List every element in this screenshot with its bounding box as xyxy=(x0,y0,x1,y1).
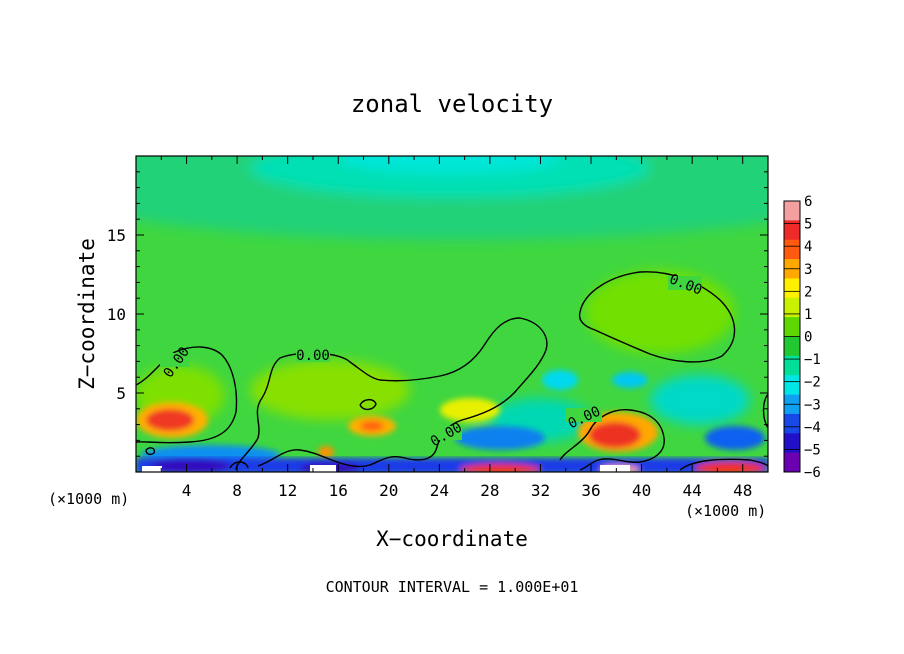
colorbar-swatch xyxy=(784,220,800,241)
x-tick-label: 28 xyxy=(480,481,499,500)
colorbar-label: 3 xyxy=(804,262,812,278)
colorbar-swatch xyxy=(784,452,800,473)
colorbar-label: 0 xyxy=(804,330,812,346)
colorbar-label: 4 xyxy=(804,239,812,255)
x-unit-right: (×1000 m) xyxy=(685,502,766,520)
x-tick-label: 48 xyxy=(733,481,752,500)
colorbar-swatch xyxy=(784,278,800,299)
colorbar-label: 1 xyxy=(804,307,812,323)
y-axis-ticks xyxy=(136,171,768,457)
cyan-right-band xyxy=(650,375,750,425)
contour-label-bg-4 xyxy=(428,426,462,440)
colorbar-swatch xyxy=(784,375,800,396)
colorbar-label: −3 xyxy=(804,397,821,413)
x-tick-label: 40 xyxy=(632,481,651,500)
colorbar-swatch xyxy=(784,433,800,454)
contour-labels: 0.00 0.00 0.00 0.00 0.00 xyxy=(160,271,704,450)
colorbar-swatch xyxy=(784,413,800,434)
colorbar xyxy=(783,200,801,473)
blue-patch-right xyxy=(705,426,765,450)
contour-right-edge xyxy=(762,393,768,429)
contour-small-1 xyxy=(359,398,377,411)
colorbar-swatch xyxy=(784,355,800,376)
bottom-white-mid xyxy=(310,465,336,472)
colorbar-label: −5 xyxy=(804,442,821,458)
contour-small-2 xyxy=(145,447,156,456)
colorbar-label: −4 xyxy=(804,420,821,436)
colorbar-label: 6 xyxy=(804,194,812,210)
colorbar-swatch xyxy=(784,297,800,318)
x-tick-label: 32 xyxy=(531,481,550,500)
colorbar-label: −1 xyxy=(804,352,821,368)
top-cyan-core xyxy=(250,156,650,198)
zero-contours xyxy=(136,271,768,471)
red-mid xyxy=(360,421,384,431)
bottom-red-right xyxy=(695,462,765,472)
bottom-white-right xyxy=(600,465,630,472)
mid-green-lobe xyxy=(250,360,410,420)
right-upper-green xyxy=(585,270,735,354)
colorbar-swatch xyxy=(784,336,800,357)
y-tick-label: 15 xyxy=(107,226,126,245)
contour-mid xyxy=(235,317,548,471)
contour-label-bg-3 xyxy=(160,353,190,367)
colorbar-label: −6 xyxy=(804,465,821,481)
y-tick-label: 10 xyxy=(107,305,126,324)
chart-title: zonal velocity xyxy=(351,90,553,118)
contour-right-low xyxy=(559,409,665,471)
colorbar-swatch xyxy=(784,317,800,337)
bottom-dark-left xyxy=(150,459,230,472)
cyan-patch-2 xyxy=(612,372,648,388)
colorbar-label: 2 xyxy=(804,284,812,300)
yellow-ridge xyxy=(440,398,500,422)
colorbar-swatch xyxy=(784,239,800,260)
contour-small-3 xyxy=(229,461,249,469)
x-tick-label: 36 xyxy=(581,481,600,500)
x-axis-ticks xyxy=(160,156,744,472)
colorbar-label: −2 xyxy=(804,375,821,391)
x-tick-label: 8 xyxy=(232,481,242,500)
colorbar-swatch xyxy=(784,201,800,221)
x-tick-label: 16 xyxy=(329,481,348,500)
heatmap-field xyxy=(136,156,768,472)
red-left xyxy=(146,409,194,431)
x-unit-left: (×1000 m) xyxy=(48,490,129,508)
contour-label-bg-5 xyxy=(566,408,602,422)
x-axis-tick-labels: 4 8 12 16 20 24 28 32 36 40 44 48 xyxy=(182,481,753,500)
x-tick-label: 12 xyxy=(278,481,297,500)
contour-label-1: 0.00 xyxy=(296,348,330,364)
contour-label-bg-2 xyxy=(668,276,702,290)
x-tick-label: 24 xyxy=(430,481,449,500)
colorbar-labels: 6 5 4 3 2 1 0 −1 −2 −3 −4 −5 −6 xyxy=(804,194,821,481)
contour-bottom-right xyxy=(679,458,768,471)
top-cyan-peak xyxy=(340,156,560,174)
contour-right-top xyxy=(578,271,736,363)
colorbar-label: 5 xyxy=(804,217,812,233)
x-tick-label: 4 xyxy=(182,481,192,500)
yellow-small xyxy=(318,446,334,458)
y-axis-label: Z−coordinate xyxy=(75,238,99,390)
contour-label-bg-1 xyxy=(296,348,330,362)
y-axis-tick-labels: 5 10 15 xyxy=(107,226,126,403)
bottom-red-mid xyxy=(460,464,540,472)
blue-patch-mid xyxy=(455,426,545,450)
red-right xyxy=(589,422,641,448)
y-tick-label: 5 xyxy=(116,384,126,403)
x-axis-label: X−coordinate xyxy=(376,527,528,551)
x-tick-label: 20 xyxy=(379,481,398,500)
contour-interval-footer: CONTOUR INTERVAL = 1.000E+01 xyxy=(326,578,579,596)
bottom-white-left xyxy=(142,466,162,472)
x-tick-label: 44 xyxy=(683,481,702,500)
cyan-patch-1 xyxy=(542,370,578,390)
